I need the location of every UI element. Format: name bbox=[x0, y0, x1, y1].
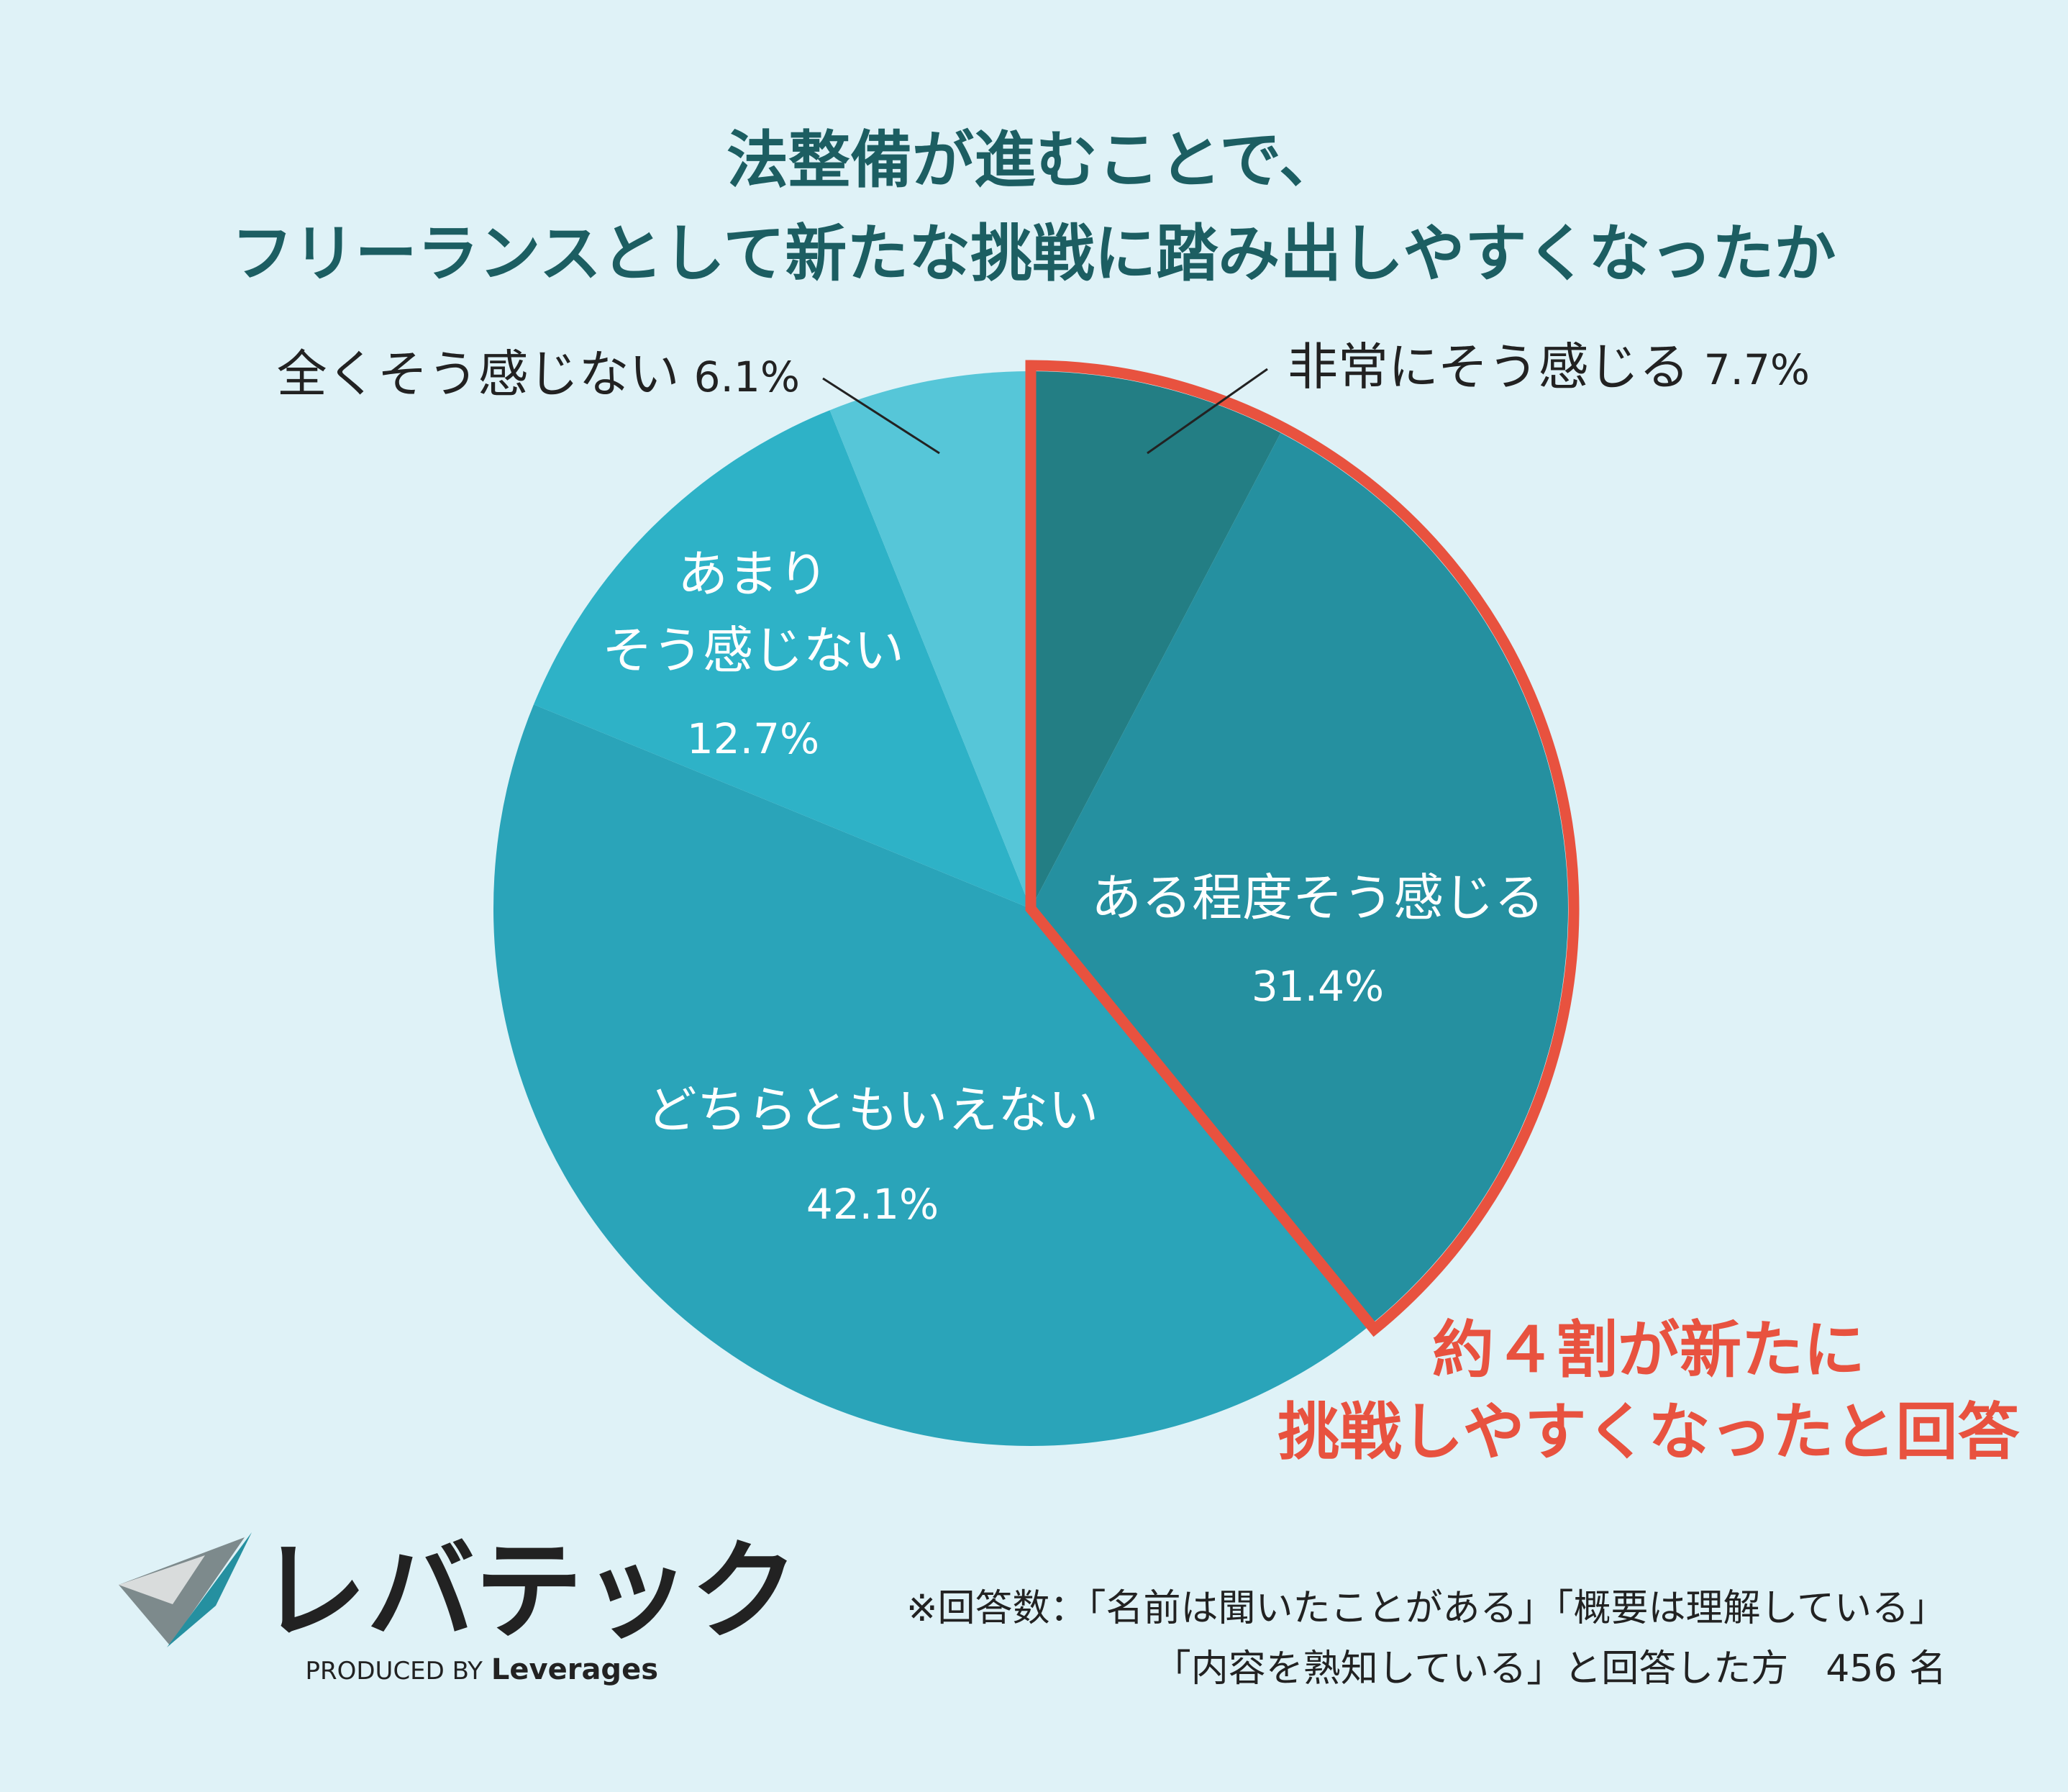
slice-value-not-at-all: 6.1% bbox=[694, 353, 800, 401]
pie-slice-neutral bbox=[493, 704, 1371, 1446]
slice-label-somewhat: ある程度そう感じる bbox=[1091, 868, 1544, 927]
footer-note-line-2: 「内容を熟知している」と回答した方 456 名 bbox=[1154, 1647, 1946, 1691]
pie-slice-not-much bbox=[533, 410, 1031, 909]
logo-mark-light-icon bbox=[119, 1555, 205, 1604]
slice-label-very-much: 非常にそう感じる 7.7% bbox=[1288, 337, 1810, 396]
logo-produced-by: PRODUCED BY Leverages bbox=[305, 1653, 658, 1686]
slice-label-not-at-all: 全くそう感じない 6.1% bbox=[277, 345, 800, 404]
pie-slice-somewhat bbox=[1031, 432, 1568, 1325]
highlight-outline bbox=[1025, 360, 1580, 1337]
slice-label-not-much-line-2: そう感じない bbox=[602, 621, 904, 680]
brand-logo: レバテック PRODUCED BY Leverages bbox=[119, 1529, 798, 1686]
slice-value-not-much: 12.7% bbox=[687, 714, 819, 763]
slice-label-not-at-all-text: 全くそう感じない bbox=[277, 345, 680, 404]
logo-brand-text: レバテック bbox=[259, 1529, 798, 1655]
footer-note-line-1: ※回答数：「名前は聞いたことがある」「概要は理解している」 bbox=[906, 1587, 1946, 1630]
pie-slice-not-at-all bbox=[829, 371, 1031, 909]
logo-mark-grey-icon bbox=[119, 1537, 245, 1645]
leader-line-very-much bbox=[1147, 368, 1268, 455]
slice-value-somewhat: 31.4% bbox=[1252, 962, 1384, 1011]
highlight-callout-line-1: 約４割が新たに bbox=[1432, 1314, 1865, 1386]
chart-title-line-1: 法整備が進むことで、 bbox=[726, 124, 1341, 196]
slice-value-neutral: 42.1% bbox=[806, 1180, 939, 1229]
leader-line-not-at-all bbox=[822, 377, 940, 455]
slice-value-very-much: 7.7% bbox=[1704, 345, 1810, 394]
logo-company-text: Leverages bbox=[491, 1653, 658, 1686]
pie-slice-very-much bbox=[1031, 371, 1281, 909]
chart-title-line-2: フリーランスとして新たな挑戦に踏み出しやすくなったか bbox=[232, 218, 1836, 290]
logo-mark-teal-icon bbox=[167, 1532, 252, 1647]
slice-label-not-much-line-1: あまり bbox=[678, 545, 829, 604]
highlight-callout-line-2: 挑戦しやすくなったと回答 bbox=[1277, 1396, 2020, 1468]
pie-slices bbox=[493, 371, 1568, 1446]
slice-label-neutral: どちらともいえない bbox=[647, 1081, 1099, 1140]
slice-label-very-much-text: 非常にそう感じる bbox=[1288, 337, 1690, 396]
logo-produced-by-text: PRODUCED BY bbox=[305, 1657, 483, 1686]
